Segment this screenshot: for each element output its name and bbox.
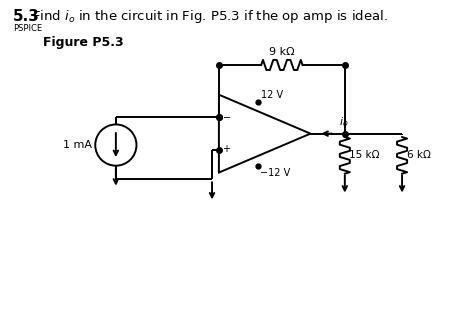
Text: $+$: $+$ [222, 143, 231, 154]
Text: $i_o$: $i_o$ [339, 115, 348, 129]
Text: PSPICE: PSPICE [13, 24, 42, 33]
Text: 15 kΩ: 15 kΩ [349, 150, 380, 160]
Text: 6 kΩ: 6 kΩ [407, 150, 430, 160]
Text: $-$: $-$ [222, 111, 231, 121]
Text: Find $i_o$ in the circuit in Fig. P5.3 if the op amp is ideal.: Find $i_o$ in the circuit in Fig. P5.3 i… [32, 8, 388, 25]
Text: 9 kΩ: 9 kΩ [269, 47, 295, 57]
Text: 12 V: 12 V [261, 90, 283, 100]
Text: Figure P5.3: Figure P5.3 [43, 36, 123, 49]
Text: 5.3: 5.3 [13, 9, 40, 24]
Text: 1 mA: 1 mA [63, 140, 92, 150]
Text: −12 V: −12 V [260, 167, 290, 177]
